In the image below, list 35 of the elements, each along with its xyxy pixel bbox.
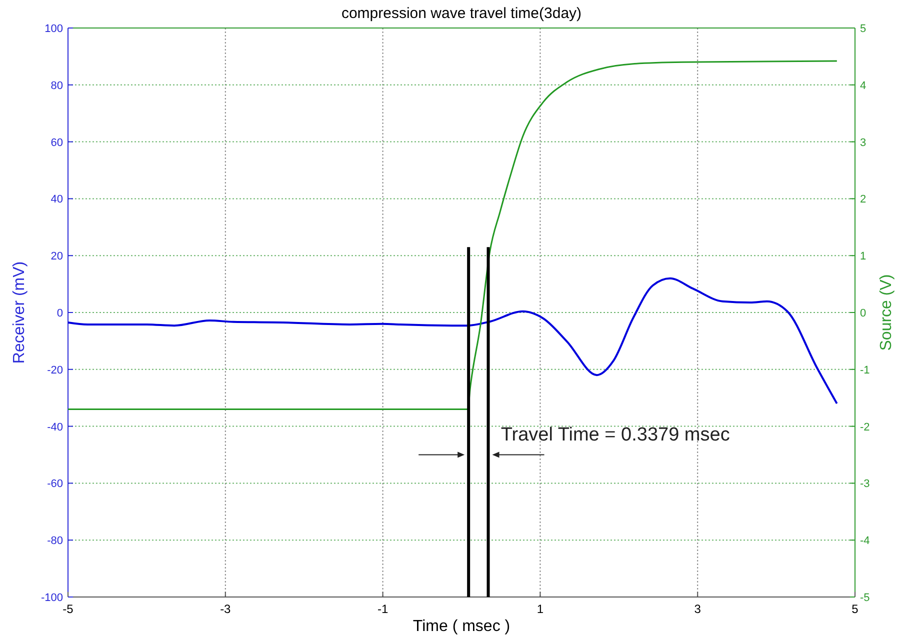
y2-tick-label: 5 [860,23,866,35]
y2-tick-label: 2 [860,194,866,206]
y-tick-label: -100 [40,592,63,604]
y2-tick-label: -2 [860,421,870,434]
y2-axis-title: Source (V) [878,274,895,351]
y2-tick-label: 3 [860,136,866,149]
x-axis-title: Time ( msec ) [412,618,510,635]
y2-tick-label: -1 [860,364,870,376]
chart-title: compression wave travel time(3day) [341,5,582,22]
y-tick-label: 20 [50,250,63,263]
y2-tick-label: 1 [860,250,866,263]
y-tick-label: -60 [47,478,63,490]
x-tick-label: -5 [62,602,74,616]
x-tick-label: -1 [377,602,388,616]
line-series [67,277,838,405]
y-tick-label: 40 [50,194,63,206]
y-axis-title: Receiver (mV) [11,261,28,364]
x-tick-label: -3 [220,602,232,616]
y-tick-label: -20 [47,364,63,376]
y-tick-label: 60 [50,136,63,149]
y2-tick-label: -5 [860,592,870,604]
x-tick-label: 5 [852,602,859,616]
annotation: Travel Time = 0.3379 msec [500,424,730,446]
x-tick-label: 3 [694,602,702,616]
y2-tick-label: 4 [860,80,866,92]
x-tick-label: 1 [536,602,544,616]
y-tick-label: 0 [56,308,63,320]
y-tick-label: -80 [47,535,63,548]
y2-tick-label: -3 [860,478,870,490]
y-tick-label: 100 [44,23,63,35]
y2-tick-label: -4 [860,535,870,548]
line-series [67,60,838,410]
y2-tick-label: 0 [860,308,866,320]
y-tick-label: 80 [50,80,63,92]
y-tick-label: -40 [47,421,63,434]
